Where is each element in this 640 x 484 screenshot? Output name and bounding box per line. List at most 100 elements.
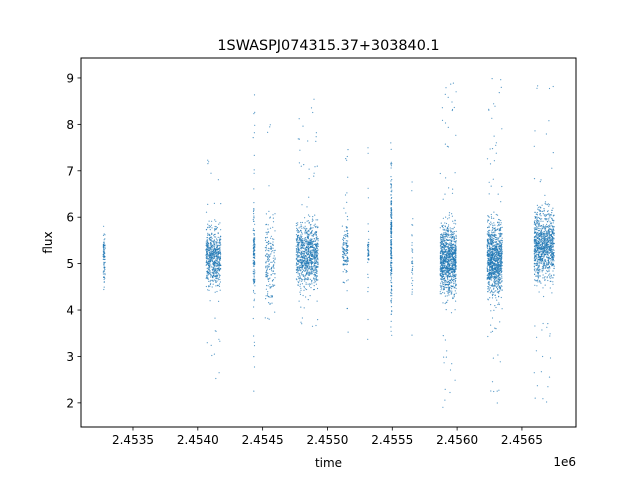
data-point — [208, 257, 210, 259]
data-point — [315, 244, 317, 247]
data-point — [205, 258, 207, 260]
data-point — [303, 285, 305, 287]
data-point — [216, 239, 218, 241]
data-point — [440, 251, 442, 253]
data-point — [215, 241, 217, 243]
data-point — [312, 266, 314, 268]
data-point — [450, 281, 452, 283]
data-point — [314, 248, 317, 250]
data-point — [447, 283, 449, 286]
data-point — [265, 267, 267, 269]
data-point — [441, 283, 444, 285]
data-point — [368, 254, 370, 256]
data-point — [499, 253, 501, 255]
data-point — [492, 248, 494, 250]
data-point — [390, 176, 392, 178]
data-point — [104, 258, 106, 260]
data-point — [306, 249, 308, 251]
data-point — [444, 282, 446, 284]
data-point — [391, 298, 393, 300]
data-point — [491, 255, 493, 257]
data-point — [445, 274, 447, 276]
data-point — [213, 271, 215, 273]
data-point — [274, 262, 276, 264]
data-point — [206, 237, 208, 239]
data-point — [490, 291, 492, 293]
data-point — [347, 236, 349, 238]
data-point — [210, 260, 212, 262]
data-point — [549, 216, 551, 218]
data-point — [295, 264, 297, 266]
data-point — [207, 269, 209, 271]
data-point — [274, 249, 276, 251]
data-point — [210, 256, 212, 259]
data-point — [390, 184, 392, 186]
data-point — [252, 254, 255, 256]
data-point — [300, 263, 303, 265]
data-point — [267, 278, 269, 280]
data-point — [272, 265, 274, 267]
data-point — [345, 270, 347, 272]
data-point — [207, 240, 209, 242]
data-point — [490, 233, 492, 236]
data-point — [494, 272, 496, 274]
data-point — [215, 238, 218, 240]
data-point — [449, 262, 451, 264]
data-point — [272, 284, 274, 286]
data-point — [451, 263, 453, 265]
chart-title: 1SWASPJ074315.37+303840.1 — [217, 38, 439, 54]
data-point — [295, 268, 297, 270]
data-point — [493, 211, 495, 213]
data-point — [272, 221, 275, 223]
data-point — [454, 266, 456, 269]
data-point — [346, 230, 349, 232]
data-point — [449, 227, 451, 229]
data-point — [498, 282, 500, 284]
data-point — [303, 265, 305, 267]
data-point — [452, 273, 454, 275]
data-point — [442, 302, 444, 304]
data-point — [274, 284, 276, 286]
data-point — [446, 350, 448, 352]
data-point — [306, 267, 308, 269]
data-point — [210, 275, 212, 277]
data-point — [306, 242, 308, 245]
data-point — [448, 288, 450, 290]
data-point — [253, 238, 255, 240]
data-point — [313, 282, 315, 284]
data-point — [391, 286, 393, 288]
data-point — [440, 234, 442, 236]
data-point — [208, 258, 210, 260]
data-point — [104, 247, 106, 249]
data-point — [297, 276, 299, 278]
data-point — [210, 248, 212, 250]
data-point — [390, 202, 393, 204]
data-point — [307, 299, 309, 301]
data-point — [272, 226, 274, 228]
data-point — [390, 276, 392, 278]
data-point — [317, 253, 319, 255]
data-point — [411, 334, 413, 336]
data-point — [490, 258, 493, 260]
data-point — [440, 238, 442, 240]
data-point — [444, 143, 446, 145]
data-point — [444, 339, 446, 341]
data-point — [253, 233, 255, 235]
data-point — [450, 234, 452, 236]
data-point — [314, 257, 316, 259]
data-point — [208, 255, 210, 257]
data-point — [498, 223, 500, 225]
data-point — [545, 259, 547, 261]
data-point — [104, 246, 106, 248]
data-point — [313, 289, 315, 291]
data-point — [455, 274, 457, 276]
data-point — [449, 236, 451, 238]
data-point — [302, 266, 304, 268]
data-point — [314, 240, 316, 242]
data-point — [440, 270, 442, 272]
data-point — [449, 242, 451, 244]
data-point — [442, 244, 444, 246]
data-point — [447, 233, 449, 235]
data-point — [493, 263, 495, 265]
data-point — [445, 232, 447, 234]
